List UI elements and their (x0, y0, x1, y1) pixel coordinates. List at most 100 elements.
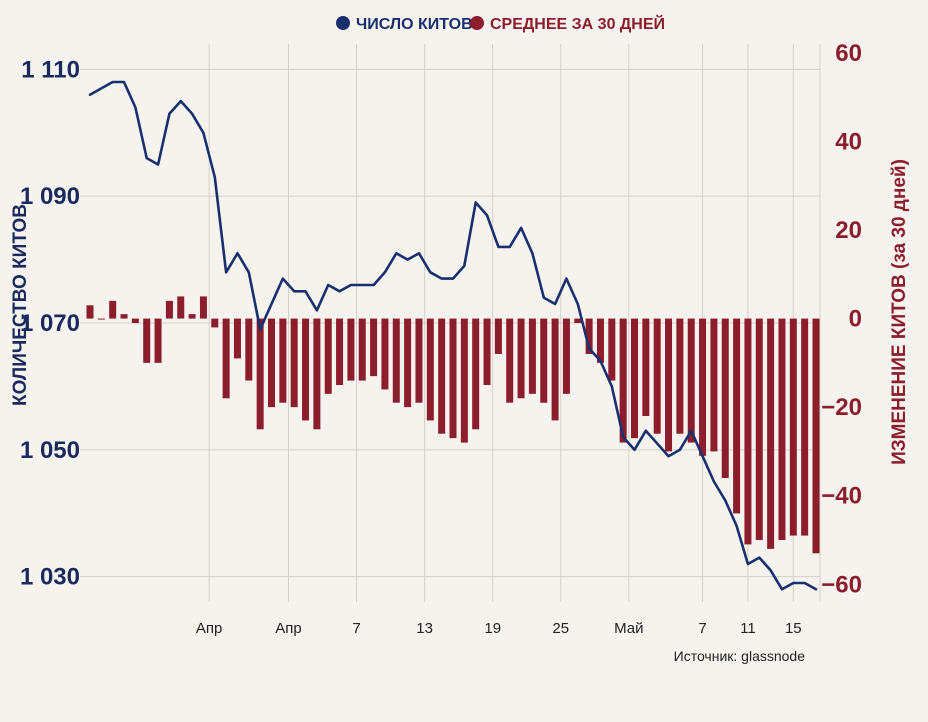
bar-12 (222, 318, 230, 399)
bar-58 (744, 318, 752, 545)
x-tick-0: Апр (196, 620, 222, 637)
bar-33 (460, 318, 468, 443)
bar-56 (721, 318, 729, 478)
right-tick-0: 60 (835, 40, 862, 67)
bar-37 (506, 318, 514, 403)
bar-54 (699, 318, 707, 456)
bar-28 (404, 318, 412, 408)
line-series (88, 80, 818, 591)
bar-1 (97, 318, 105, 320)
right-tick-5: −40 (821, 483, 862, 510)
bar-27 (392, 318, 400, 403)
bar-24 (358, 318, 366, 381)
right-tick-3: 0 (849, 306, 862, 333)
bar-9 (188, 314, 196, 319)
bar-29 (415, 318, 423, 403)
bar-series (86, 296, 820, 554)
bar-42 (562, 318, 570, 394)
x-tick-1: Апр (275, 620, 301, 637)
right-tick-1: 40 (835, 128, 862, 155)
bar-8 (177, 296, 185, 319)
bar-16 (268, 318, 275, 408)
legend-dot-avg (470, 16, 484, 30)
bar-0 (86, 305, 94, 319)
right-tick-6: −60 (821, 571, 862, 598)
left-tick-2: 1 070 (20, 310, 80, 337)
bar-11 (211, 318, 219, 328)
bar-60 (767, 318, 775, 549)
bar-55 (710, 318, 718, 452)
bar-46 (608, 318, 616, 381)
bar-22 (336, 318, 344, 385)
bar-13 (233, 318, 241, 359)
x-tick-3: 13 (416, 620, 433, 637)
bar-7 (165, 300, 173, 319)
bar-32 (449, 318, 457, 439)
bar-57 (733, 318, 741, 514)
bar-50 (653, 318, 661, 434)
bar-51 (665, 318, 673, 452)
left-tick-3: 1 050 (20, 437, 80, 464)
bar-59 (755, 318, 763, 540)
right-tick-2: 20 (835, 217, 862, 244)
left-tick-0: 1 110 (21, 56, 80, 83)
x-tick-2: 7 (352, 620, 360, 637)
bar-20 (313, 318, 321, 430)
bar-31 (438, 318, 446, 434)
bar-47 (619, 318, 627, 443)
right-tick-4: −20 (821, 394, 862, 421)
left-tick-4: 1 030 (20, 564, 80, 591)
bar-53 (687, 318, 695, 443)
left-tick-1: 1 090 (20, 183, 80, 210)
x-tick-6: Май (614, 620, 643, 637)
bar-48 (631, 318, 638, 439)
bar-63 (801, 318, 809, 536)
x-tick-9: 15 (785, 620, 802, 637)
bar-17 (279, 318, 287, 403)
bar-40 (540, 318, 548, 403)
right-axis-ticks: 60 40 20 0 −20 −40 −60 (821, 40, 862, 598)
source-note: Источник: glassnode (674, 648, 806, 664)
bar-34 (472, 318, 480, 430)
bar-44 (585, 318, 593, 354)
bar-38 (517, 318, 525, 399)
bar-62 (789, 318, 797, 536)
bar-39 (528, 318, 536, 394)
bar-14 (245, 318, 253, 381)
bar-61 (778, 318, 786, 540)
bar-52 (676, 318, 684, 434)
bar-5 (143, 318, 151, 363)
left-axis-title: КОЛИЧЕСТВО КИТОВ (10, 204, 31, 406)
left-axis-ticks: 1 110 1 090 1 070 1 050 1 030 (20, 56, 80, 590)
bar-35 (483, 318, 491, 385)
bar-43 (574, 318, 582, 323)
bar-45 (596, 318, 604, 363)
legend: ЧИСЛО КИТОВ СРЕДНЕЕ ЗА 30 ДНЕЙ (336, 14, 665, 33)
bar-19 (302, 318, 310, 421)
bar-15 (256, 318, 264, 430)
bar-10 (199, 296, 207, 319)
bar-21 (324, 318, 332, 394)
legend-label-whales: ЧИСЛО КИТОВ (356, 16, 473, 33)
x-tick-8: 11 (740, 620, 756, 637)
bar-4 (131, 318, 139, 323)
x-tick-4: 19 (484, 620, 501, 637)
bar-26 (381, 318, 389, 390)
bar-49 (642, 318, 650, 416)
whales-line (88, 80, 818, 591)
bar-18 (290, 318, 298, 408)
legend-label-avg: СРЕДНЕЕ ЗА 30 ДНЕЙ (490, 14, 665, 33)
bar-30 (426, 318, 434, 421)
bar-25 (370, 318, 378, 377)
bar-23 (347, 318, 355, 381)
x-axis-ticks: Апр Апр 7 13 19 25 Май 7 11 15 (196, 620, 802, 637)
bar-64 (812, 318, 820, 554)
right-axis-title: ИЗМЕНЕНИЕ КИТОВ (за 30 дней) (889, 159, 910, 465)
bar-3 (120, 314, 128, 319)
bar-36 (494, 318, 502, 354)
bar-41 (551, 318, 559, 421)
bar-6 (154, 318, 162, 363)
x-tick-7: 7 (698, 620, 706, 637)
